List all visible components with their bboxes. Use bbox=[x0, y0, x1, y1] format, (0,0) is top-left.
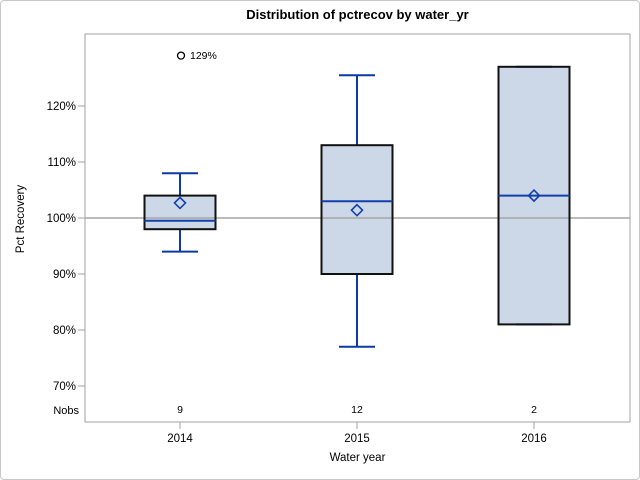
y-tick-label: 70% bbox=[53, 381, 76, 393]
outlier-label-2014: 129% bbox=[190, 50, 217, 62]
nobs-value-2014: 9 bbox=[177, 404, 183, 416]
box-fill-2014 bbox=[144, 195, 216, 230]
y-tick-label: 120% bbox=[47, 101, 76, 113]
y-tick-label: 110% bbox=[47, 157, 76, 169]
outlier-point-2014 bbox=[176, 51, 186, 60]
mean-diamond-2016 bbox=[527, 188, 541, 203]
x-tick-label-2014: 2014 bbox=[167, 433, 193, 445]
x-tick-label-2015: 2015 bbox=[344, 433, 370, 445]
x-tick-label-2016: 2016 bbox=[521, 433, 547, 445]
nobs-value-2015: 12 bbox=[351, 404, 363, 416]
x-axis-title: Water year bbox=[329, 452, 386, 464]
y-tick-label: 100% bbox=[47, 213, 76, 225]
box-outline-2015 bbox=[320, 144, 394, 275]
mean-diamond-2015 bbox=[350, 203, 364, 217]
box-outline-2014 bbox=[143, 194, 217, 231]
nobs-value-2016: 2 bbox=[531, 404, 537, 416]
mean-diamond-2014 bbox=[173, 196, 187, 210]
y-tick-label: 80% bbox=[53, 325, 76, 337]
chart-title: Distribution of pctrecov by water_yr bbox=[246, 7, 469, 22]
box-fill-2015 bbox=[321, 145, 393, 274]
nobs-row-label: Nobs bbox=[53, 405, 79, 417]
y-tick-label: 90% bbox=[53, 269, 76, 281]
